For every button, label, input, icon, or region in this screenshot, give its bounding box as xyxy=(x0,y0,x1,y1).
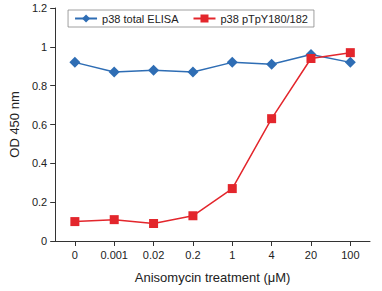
svg-text:0.2: 0.2 xyxy=(32,196,47,208)
svg-text:0: 0 xyxy=(72,249,78,261)
svg-text:0.2: 0.2 xyxy=(185,249,200,261)
svg-text:Anisomycin treatment (μM): Anisomycin treatment (μM) xyxy=(135,270,291,285)
svg-text:1.2: 1.2 xyxy=(32,2,47,14)
svg-text:4: 4 xyxy=(269,249,275,261)
svg-text:0.001: 0.001 xyxy=(100,249,128,261)
svg-text:0: 0 xyxy=(41,235,47,247)
svg-text:0.4: 0.4 xyxy=(32,157,47,169)
svg-text:p38 pTpY180/182: p38 pTpY180/182 xyxy=(220,13,307,25)
svg-text:p38 total ELISA: p38 total ELISA xyxy=(102,13,179,25)
svg-text:0.02: 0.02 xyxy=(143,249,164,261)
svg-text:20: 20 xyxy=(305,249,317,261)
svg-text:0.8: 0.8 xyxy=(32,80,47,92)
svg-text:1: 1 xyxy=(41,41,47,53)
svg-text:1: 1 xyxy=(229,249,235,261)
svg-text:0.6: 0.6 xyxy=(32,119,47,131)
svg-text:OD 450 nm: OD 450 nm xyxy=(7,91,22,157)
svg-text:100: 100 xyxy=(341,249,359,261)
